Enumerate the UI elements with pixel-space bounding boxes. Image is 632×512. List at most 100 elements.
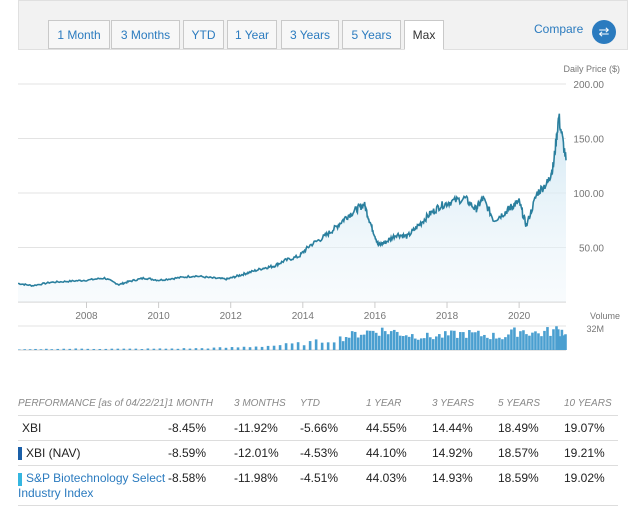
performance-title: PERFORMANCE [as of 04/22/21] — [18, 392, 168, 416]
volume-bar — [128, 348, 132, 350]
volume-bar — [158, 348, 162, 350]
performance-value: 19.02% — [564, 465, 618, 506]
volume-bar — [462, 332, 465, 350]
volume-bar — [401, 336, 405, 350]
volume-bar — [395, 331, 399, 350]
volume-bar — [410, 334, 414, 350]
performance-value: -8.45% — [168, 415, 234, 441]
performance-value: 14.93% — [432, 465, 498, 506]
volume-bar — [392, 329, 396, 350]
tab-3-months[interactable]: 3 Months — [111, 20, 180, 49]
volume-bar — [549, 335, 552, 350]
tab-max[interactable]: Max — [404, 20, 444, 50]
performance-header-row: PERFORMANCE [as of 04/22/21] 1 MONTH 3 MON… — [18, 392, 618, 416]
volume-bar — [260, 346, 264, 350]
volume-bar — [383, 331, 387, 350]
volume-bar — [28, 349, 32, 350]
row-name[interactable]: S&P Biotechnology Select Industry Index — [18, 465, 168, 506]
volume-bar — [110, 348, 114, 350]
x-tick-label: 2020 — [508, 311, 531, 322]
performance-value: -4.53% — [300, 440, 366, 467]
volume-bar — [278, 345, 282, 350]
performance-value: -4.51% — [300, 465, 366, 506]
volume-bar — [200, 348, 204, 350]
series-marker-icon — [18, 447, 22, 461]
volume-bar — [194, 348, 198, 350]
volume-bar — [483, 334, 486, 350]
performance-value: -8.59% — [168, 440, 234, 467]
volume-bar — [546, 327, 549, 350]
performance-value: 19.21% — [564, 440, 618, 467]
row-name-label: XBI (NAV) — [26, 446, 81, 460]
volume-bar — [224, 347, 228, 350]
price-line — [18, 113, 567, 288]
volume-bar — [104, 348, 108, 350]
volume-bar — [480, 336, 483, 350]
volume-bar — [332, 342, 336, 350]
volume-bar — [495, 338, 498, 350]
volume-bar — [560, 329, 564, 350]
swap-arrows-icon[interactable]: ⇄ — [592, 20, 616, 44]
tab-1-month[interactable]: 1 Month — [48, 20, 110, 49]
tab-ytd[interactable]: YTD — [183, 20, 224, 49]
volume-bar — [456, 337, 459, 350]
volume-bar — [302, 345, 306, 350]
volume-bar — [50, 349, 54, 350]
volume-bar — [98, 349, 102, 350]
volume-bar — [465, 337, 468, 350]
table-row: S&P Biotechnology Select Industry Index -… — [18, 465, 618, 506]
volume-bar — [459, 332, 462, 350]
volume-bar — [525, 334, 528, 350]
volume-bar — [272, 345, 276, 350]
volume-bar — [486, 337, 489, 350]
volume-bar — [374, 332, 378, 350]
volume-bar — [377, 335, 381, 350]
volume-bar — [344, 337, 348, 350]
volume-bar — [326, 342, 330, 350]
volume-bar — [386, 334, 390, 350]
volume-bar — [504, 337, 507, 350]
volume-bar — [474, 332, 477, 350]
performance-table: PERFORMANCE [as of 04/22/21] 1 MONTH 3 MON… — [18, 392, 618, 506]
performance-value: 18.57% — [498, 440, 564, 467]
compare-link[interactable]: Compare — [534, 22, 584, 36]
volume-bar — [368, 330, 372, 350]
volume-bar — [453, 330, 456, 350]
volume-bar — [362, 334, 366, 350]
x-tick-label: 2016 — [364, 311, 387, 322]
volume-bar — [540, 336, 543, 350]
performance-value: -11.92% — [234, 415, 300, 441]
tab-3-years[interactable]: 3 Years — [281, 20, 339, 49]
volume-bar — [23, 349, 27, 350]
volume-bar — [501, 339, 504, 350]
volume-bar — [188, 348, 192, 350]
volume-bar — [556, 329, 560, 350]
x-tick-label: 2014 — [292, 311, 315, 322]
volume-bar — [407, 336, 411, 350]
volume-bar — [558, 336, 562, 350]
volume-bar — [176, 348, 180, 350]
volume-bar — [164, 348, 168, 350]
tab-5-years[interactable]: 5 Years — [342, 20, 401, 49]
volume-bar — [380, 327, 384, 350]
column-header: YTD — [300, 392, 366, 416]
volume-bar — [308, 341, 312, 350]
tab-1-year[interactable]: 1 Year — [227, 20, 277, 49]
x-tick-label: 2008 — [75, 311, 98, 322]
volume-bar — [444, 331, 447, 350]
volume-bar — [170, 348, 174, 350]
volume-bar — [489, 339, 492, 350]
volume-bar — [498, 337, 501, 350]
volume-bar — [182, 348, 186, 350]
performance-value: 18.59% — [498, 465, 564, 506]
volume-bar — [230, 347, 234, 350]
volume-bar — [371, 330, 375, 350]
volume-bar — [350, 331, 354, 350]
row-name-label[interactable]: S&P Biotechnology Select Industry Index — [18, 471, 166, 500]
volume-label: Volume — [590, 311, 620, 321]
row-name-label: XBI — [22, 421, 42, 435]
volume-bar — [404, 335, 408, 350]
volume-bar — [338, 336, 342, 350]
price-area — [18, 113, 566, 302]
performance-value: 14.44% — [432, 415, 498, 441]
